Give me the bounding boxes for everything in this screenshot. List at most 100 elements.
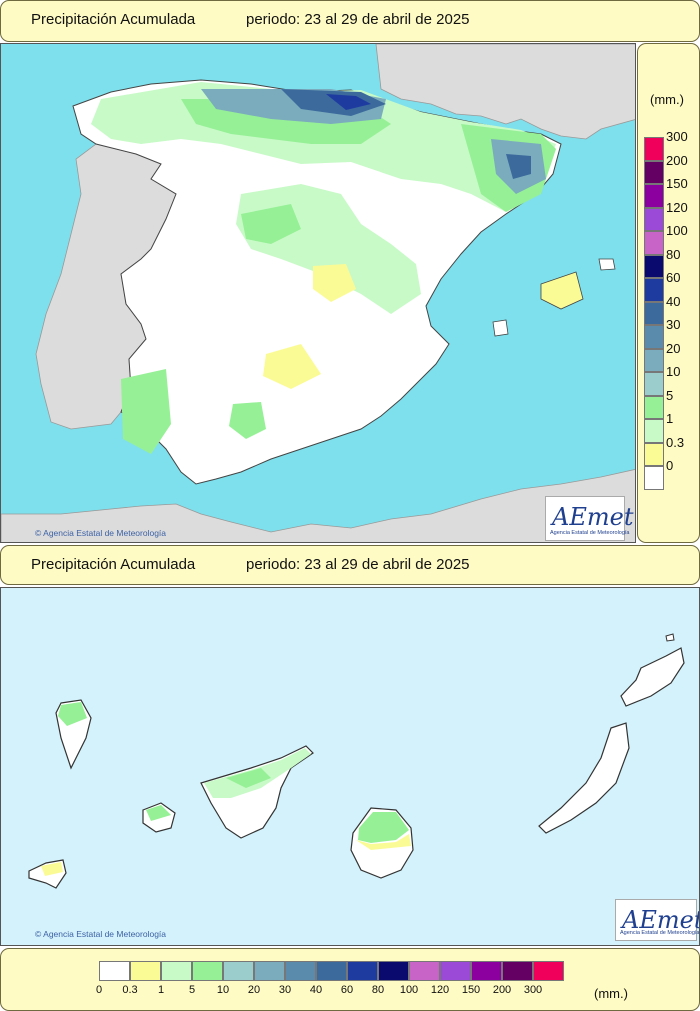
legend-h-label-300: 300 [523,984,543,996]
logo-subtitle: Agencia Estatal de Meteorología [550,530,630,536]
canarias-title-bar: Precipitación Acumulada periodo: 23 al 2… [0,545,700,585]
tenerife-precip-5mm [226,768,271,788]
legend-class-150: 150 [644,176,694,208]
legend-h-swatch-120 [440,961,471,981]
legend-h-swatch-100 [409,961,440,981]
logo-text: AEmet [622,906,700,934]
precip-zone-south-0.3mm [263,344,321,389]
legend-h-label-1: 1 [157,984,165,996]
precip-zone-west-5mm [121,369,171,454]
legend-h-swatch-300 [533,961,564,981]
canarias-sea [1,588,699,945]
legend-swatch [644,184,664,208]
copyright-text: Agencia Estatal de Meteorología [43,929,167,939]
lanzarote [620,647,685,707]
logo-text: AEmet [552,503,634,531]
legend-h-label-10: 10 [216,984,230,996]
peninsula-title: Precipitación Acumulada [31,11,196,28]
peninsula-title-bar: Precipitación Acumulada periodo: 23 al 2… [0,0,700,42]
canarias-map-svg [1,588,699,945]
legend-class-60: 60 [644,270,694,302]
legend-class-0.3: 0.3 [644,435,694,466]
legend-h-swatch-80 [378,961,409,981]
la-gomera-precip [146,805,171,821]
legend-h-swatch-5 [192,961,223,981]
legend-label: 150 [666,176,688,191]
legend-class-1: 1 [644,411,694,443]
legend-h-swatch-200 [502,961,533,981]
legend-h-swatch-40 [316,961,347,981]
precip-zone-madrid-0.3mm [313,264,356,302]
precip-zone-andalucia-5mm [229,402,266,439]
fuerteventura [538,722,630,834]
canarias-title: Precipitación Acumulada [31,556,196,573]
aemet-logo-canarias: AEmet Agencia Estatal de Meteorología [615,899,700,941]
legend-h-label-30: 30 [278,984,292,996]
legend-h-swatch-150 [471,961,502,981]
legend-class-100: 100 [644,223,694,255]
legend-swatch [644,395,664,419]
legend-label: 200 [666,152,688,168]
legend-class-300: 300 [644,129,694,161]
legend-h-label-200: 200 [492,984,512,996]
legend-h-label-5: 5 [188,984,196,996]
legend-swatch [644,160,664,184]
la-palma-precip [58,702,87,726]
aemet-logo-peninsula: AEmet Agencia Estatal de Meteorología [545,496,633,541]
legend-label: 1 [666,411,674,426]
legend-h-swatch-20 [254,961,285,981]
precip-zone-basque-40mm [281,89,386,116]
legend-label: 300 [666,129,688,144]
legend-label: 0 [666,458,674,473]
precip-zone-central-5mm [241,204,301,244]
precip-zone-basque-60mm [326,94,371,110]
canarias-map: © Agencia Estatal de Meteorología AEmet … [0,587,700,946]
legend-swatch [644,301,664,325]
france-land [375,44,635,140]
legend-h-swatch-30 [285,961,316,981]
legend-h-swatch-1 [161,961,192,981]
legend-swatch [644,466,664,490]
legend-label: 40 [666,293,681,309]
copyright-text: Agencia Estatal de Meteorología [43,528,167,538]
la-graciosa [665,633,675,642]
gran-canaria-precip [358,812,409,843]
legend-swatch [644,278,664,302]
legend-label: 20 [666,340,681,356]
legend-class-30: 30 [644,317,694,349]
legend-swatch [644,372,664,396]
legend-swatch [644,231,664,255]
legend-h-swatch-60 [347,961,378,981]
legend-h-label-150: 150 [461,984,481,996]
mallorca [540,271,584,310]
legend-swatch [644,348,664,372]
legend-class-200: 200 [644,153,694,184]
ibiza [492,319,509,337]
legend-h-label-40: 40 [309,984,323,996]
legend-class-0: 0 [644,458,694,490]
legend-vertical: (mm.) 300 200 150 120 100 80 60 40 30 20 10 5 1 0.3 0 [637,43,700,543]
legend-swatch [644,419,664,443]
legend-label: 10 [666,364,681,379]
legend-h-label-0: 0 [95,984,103,996]
legend-h-label-0.3: 0.3 [122,984,138,996]
legend-h-label-120: 120 [430,984,450,996]
legend-label: 5 [666,387,674,403]
legend-class-10: 10 [644,364,694,396]
legend-h-swatch-10 [223,961,254,981]
logo-subtitle: Agencia Estatal de Meteorología [620,930,700,936]
menorca [598,258,616,271]
peninsula-map: © Agencia Estatal de Meteorología AEmet … [0,43,636,543]
legend-h-label-20: 20 [247,984,261,996]
canarias-period: periodo: 23 al 29 de abril de 2025 [246,556,470,573]
legend-horizontal: 0 0.3 1 5 10 20 30 40 60 80 100 120 150 200 300 (mm.) [0,948,700,1011]
legend-h-label-60: 60 [340,984,354,996]
legend-swatch [644,137,664,161]
el-hierro-precip [41,862,63,876]
copyright-peninsula: © Agencia Estatal de Meteorología [35,528,167,538]
legend-label: 80 [666,246,681,262]
legend-label: 30 [666,317,681,332]
legend-class-20: 20 [644,341,694,372]
legend-h-label-100: 100 [399,984,419,996]
legend-unit-vertical: (mm.) [650,92,684,107]
